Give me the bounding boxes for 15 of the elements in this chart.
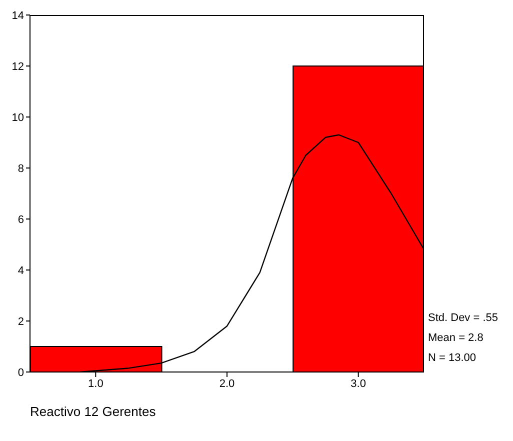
y-tick-label: 0	[18, 366, 24, 379]
text: Std. Dev = .55	[428, 311, 498, 326]
y-tick-label: 12	[12, 60, 24, 73]
y-tick-label: 8	[18, 162, 24, 175]
x-tick-label: 2.0	[219, 378, 235, 390]
text: Mean = 2.8	[428, 331, 484, 346]
y-tick-label: 14	[12, 10, 24, 22]
y-tick-label: 4	[18, 264, 24, 277]
y-tick-label: 2	[18, 316, 24, 328]
y-tick-label: 10	[12, 112, 24, 124]
x-axis-title: Reactivo 12 Gerentes	[30, 404, 156, 419]
x-tick-label: 3.0	[350, 378, 366, 390]
text: N = 13.00	[428, 351, 478, 366]
y-tick-label: 6	[18, 214, 24, 226]
x-tick-label: 1.0	[88, 378, 104, 390]
